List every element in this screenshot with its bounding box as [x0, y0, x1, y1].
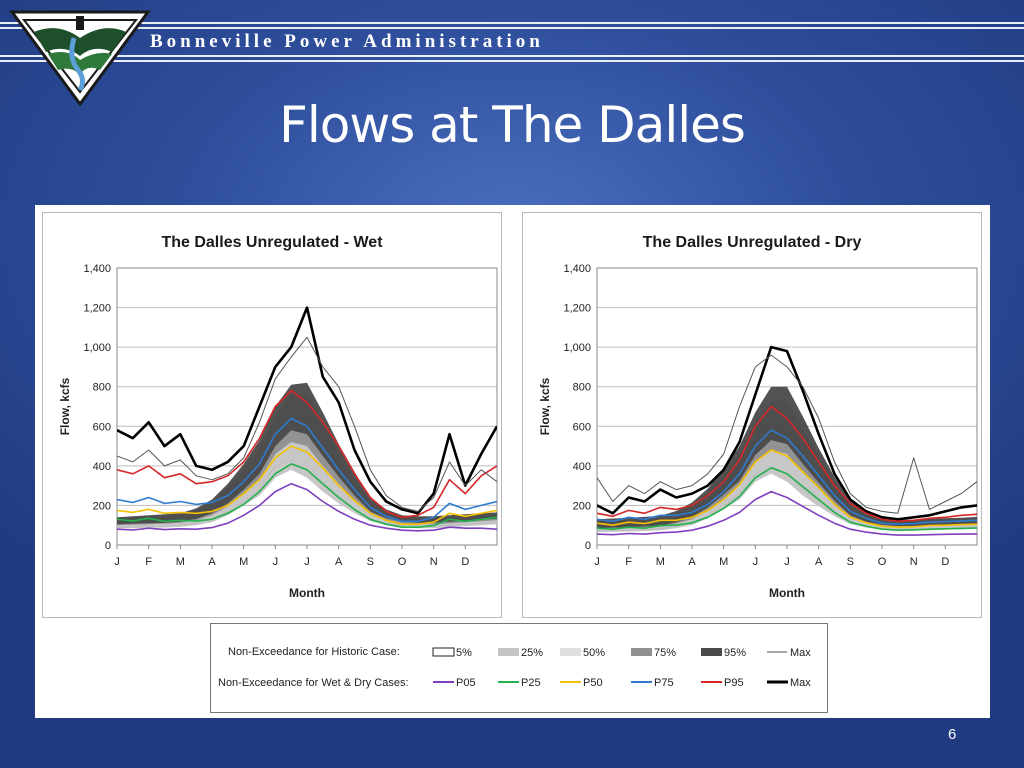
x-axis-label: Month	[289, 586, 325, 600]
x-tick-label: A	[688, 556, 696, 568]
legend-item: 5%	[456, 647, 472, 659]
organization-name: Bonneville Power Administration	[150, 31, 544, 52]
x-tick-label: J	[753, 556, 759, 568]
legend-item: P25	[521, 677, 541, 689]
series-p75	[597, 429, 977, 526]
x-tick-label: N	[910, 556, 918, 568]
series-p50	[597, 449, 977, 529]
legend-swatch-hist	[560, 648, 581, 656]
x-tick-label: N	[430, 556, 438, 568]
legend-item: Max	[790, 677, 811, 689]
legend-item: P50	[583, 677, 603, 689]
y-tick-label: 800	[93, 382, 111, 394]
chart-dry: The Dalles Unregulated - Dry 0 200 400 600 80…	[522, 212, 982, 618]
series-p95	[597, 405, 977, 523]
y-tick-label: 400	[93, 461, 111, 473]
legend-swatch-hist	[701, 648, 722, 656]
y-tick-label: 1,400	[563, 263, 591, 275]
x-tick-label: M	[656, 556, 665, 568]
series-max	[117, 306, 497, 515]
chart-wet: The Dalles Unregulated - Wet 0 200 400 600 80…	[42, 212, 502, 618]
x-tick-label: M	[176, 556, 185, 568]
chart-wet-svg: The Dalles Unregulated - Wet 0 200 400 600 80…	[58, 234, 498, 600]
band-25pct	[597, 418, 977, 533]
x-tick-label: M	[719, 556, 728, 568]
plot-area	[117, 306, 497, 532]
y-axis-label: Flow, kcfs	[538, 377, 552, 435]
x-tick-label: J	[304, 556, 310, 568]
legend-item: 50%	[583, 647, 605, 659]
y-tick-label: 200	[93, 500, 111, 512]
y-tick-label: 200	[573, 500, 591, 512]
legend-swatch-hist	[631, 648, 652, 656]
series-p25	[117, 463, 497, 529]
y-tick-label: 600	[93, 421, 111, 433]
x-tick-label: D	[941, 556, 949, 568]
y-axis-label: Flow, kcfs	[58, 377, 72, 435]
x-tick-label: J	[114, 556, 120, 568]
chart-panel: The Dalles Unregulated - Wet 0 200 400 600 80…	[35, 205, 990, 718]
chart-title: The Dalles Unregulated - Wet	[161, 234, 383, 251]
band-95pct	[597, 386, 977, 529]
x-axis-label: Month	[769, 586, 805, 600]
y-tick-label: 1,000	[563, 342, 591, 354]
x-tick-label: J	[594, 556, 600, 568]
band-95pct	[117, 382, 497, 525]
bpa-logo	[9, 10, 151, 107]
y-tick-label: 400	[573, 461, 591, 473]
y-tick-label: 800	[573, 382, 591, 394]
series-histmax	[117, 336, 497, 512]
y-tick-label: 1,400	[83, 263, 111, 275]
x-tick-label: J	[273, 556, 279, 568]
y-tick-label: 0	[585, 540, 591, 552]
y-tick-label: 1,200	[83, 303, 111, 315]
series-p05	[117, 482, 497, 532]
legend-item: P95	[724, 677, 744, 689]
x-tick-label: A	[815, 556, 823, 568]
slide-title: Flows at The Dalles	[279, 96, 746, 154]
legend-item: 95%	[724, 647, 746, 659]
legend-item: 75%	[654, 647, 676, 659]
y-tick-label: 1,000	[83, 342, 111, 354]
header-rule	[0, 22, 1024, 66]
x-tick-label: O	[878, 556, 887, 568]
x-tick-label: S	[847, 556, 854, 568]
legend-item: P75	[654, 677, 674, 689]
x-tick-label: O	[398, 556, 407, 568]
chart-dry-svg: The Dalles Unregulated - Dry 0 200 400 600 80…	[538, 234, 978, 600]
series-p95	[117, 389, 497, 519]
plot-area	[597, 345, 977, 536]
page-number: 6	[948, 726, 957, 743]
x-tick-label: S	[367, 556, 374, 568]
legend-swatch-hist	[432, 647, 455, 657]
x-tick-label: M	[239, 556, 248, 568]
x-tick-label: J	[784, 556, 790, 568]
x-tick-label: D	[461, 556, 469, 568]
series-histmax	[597, 354, 977, 514]
legend-row1-label: Non-Exceedance for Historic Case:	[228, 646, 400, 658]
series-p75	[117, 417, 497, 523]
y-tick-label: 600	[573, 421, 591, 433]
y-tick-label: 1,200	[563, 303, 591, 315]
legend-swatch-hist	[498, 648, 519, 656]
series-max	[597, 345, 977, 521]
legend-row2-label: Non-Exceedance for Wet & Dry Cases:	[218, 677, 409, 689]
series-p50	[117, 445, 497, 526]
legend-item: P05	[456, 677, 476, 689]
y-tick-label: 0	[105, 540, 111, 552]
legend-item: 25%	[521, 647, 543, 659]
x-tick-label: F	[145, 556, 152, 568]
series-p05	[597, 490, 977, 536]
chart-legend: Non-Exceedance for Historic Case: Non-Exc…	[210, 623, 828, 713]
legend-svg: Non-Exceedance for Historic Case: Non-Exc…	[218, 646, 811, 689]
x-tick-label: F	[625, 556, 632, 568]
x-tick-label: A	[335, 556, 343, 568]
legend-item: Max	[790, 647, 811, 659]
series-p25	[597, 467, 977, 532]
x-tick-label: A	[208, 556, 216, 568]
chart-title: The Dalles Unregulated - Dry	[643, 234, 862, 251]
